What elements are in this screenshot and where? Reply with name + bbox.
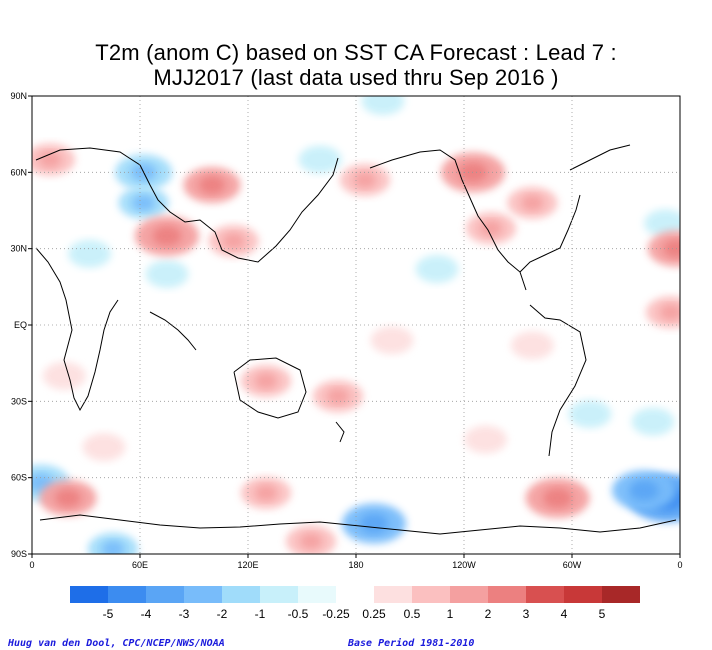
colorbar-swatch-10 [450, 586, 488, 603]
x-tick-label-6: 0 [677, 560, 682, 570]
anomaly-core-18 [199, 176, 225, 195]
colorbar-label-11: 3 [523, 607, 530, 621]
colorbar-label-2: -3 [179, 607, 190, 621]
anomaly-core-33 [55, 489, 81, 508]
y-tick-label-1: 60N [10, 167, 27, 177]
colorbar-label-4: -1 [255, 607, 266, 621]
anomaly-region-7 [644, 209, 680, 238]
credit-author: Huug van den Dool, CPC/NCEP/NWS/NOAA [8, 638, 225, 649]
colorbar-swatch-9 [412, 586, 450, 603]
anomaly-field [32, 96, 680, 554]
colorbar-swatch-2 [146, 586, 184, 603]
colorbar-label-13: 5 [599, 607, 606, 621]
anomaly-region-15 [361, 96, 405, 116]
colorbar-label-3: -2 [217, 607, 228, 621]
anomaly-region-29 [370, 326, 414, 355]
anomaly-core-22 [479, 220, 503, 237]
colorbar-label-12: 4 [561, 607, 568, 621]
anomaly-region-26 [42, 361, 86, 390]
colorbar-swatch-14 [602, 586, 640, 603]
anomaly-region-6 [415, 255, 459, 284]
anomaly-core-20 [353, 171, 377, 188]
anomaly-region-5 [298, 145, 342, 174]
chart-title-line1: T2m (anom C) based on SST CA Forecast : … [95, 40, 617, 65]
grid-lines [32, 96, 680, 554]
x-tick-label-0: 0 [29, 560, 34, 570]
anomaly-region-4 [68, 239, 112, 268]
y-tick-label-2: 30N [10, 244, 27, 254]
colorbar-swatch-0 [70, 586, 108, 603]
y-tick-label-6: 90S [11, 549, 27, 559]
anomaly-core-12 [359, 513, 389, 534]
colorbar-swatch-11 [488, 586, 526, 603]
colorbar-swatch-4 [222, 586, 260, 603]
y-tick-label-3: EQ [14, 320, 27, 330]
anomaly-region-31 [464, 425, 508, 454]
anomaly-region-8 [568, 400, 612, 429]
x-tick-label-5: 60W [563, 560, 582, 570]
anomaly-core-11 [629, 480, 659, 501]
anomaly-core-28 [326, 388, 350, 405]
colorbar-swatch-6 [298, 586, 336, 603]
x-axis: 0 60E 120E 180 120W 60W 0 [29, 554, 683, 570]
x-tick-label-4: 120W [452, 560, 476, 570]
y-tick-label-4: 30S [11, 396, 27, 406]
coastlines [35, 144, 677, 535]
anomaly-region-3 [145, 260, 189, 289]
colorbar-label-0: -5 [103, 607, 114, 621]
colorbar-swatch-1 [108, 586, 146, 603]
colorbar-label-8: 0.5 [404, 607, 421, 621]
colorbar-swatch-13 [564, 586, 602, 603]
credit-base-period: Base Period 1981-2010 [348, 638, 475, 649]
y-tick-label-0: 90N [10, 91, 27, 101]
anomaly-core-25 [659, 304, 680, 321]
anomaly-core-13 [101, 540, 125, 554]
colorbar-label-10: 2 [485, 607, 492, 621]
anomaly-core-2 [132, 194, 155, 211]
anomaly-core-34 [254, 484, 278, 501]
anomaly-core-24 [663, 239, 680, 258]
anomaly-core-36 [299, 533, 323, 550]
x-tick-label-2: 120E [237, 560, 258, 570]
anomaly-core-17 [152, 225, 182, 246]
y-tick-label-5: 60S [11, 473, 27, 483]
anomaly-region-30 [510, 331, 554, 360]
colorbar-label-7: 0.25 [362, 607, 386, 621]
anomaly-core-23 [521, 194, 544, 211]
anomaly-region-9 [631, 407, 675, 436]
colorbar: -5 -4 -3 -2 -1 -0.5 -0.25 0.25 0.5 1 2 3 4 5 [70, 586, 640, 621]
colorbar-swatch-7 [336, 586, 374, 603]
anomaly-core-27 [254, 372, 278, 389]
anomaly-core-35 [543, 488, 572, 509]
anomaly-region-32 [82, 433, 126, 462]
colorbar-swatch-5 [260, 586, 298, 603]
colorbar-label-9: 1 [447, 607, 454, 621]
x-tick-label-1: 60E [132, 560, 148, 570]
colorbar-label-1: -4 [141, 607, 152, 621]
x-tick-label-3: 180 [348, 560, 363, 570]
colorbar-swatch-3 [184, 586, 222, 603]
chart-title-line2: MJJ2017 (last data used thru Sep 2016 ) [153, 65, 559, 90]
anomaly-core-19 [222, 233, 245, 250]
colorbar-label-6: -0.25 [322, 607, 350, 621]
y-axis: 90N 60N 30N EQ 30S 60S 90S [10, 91, 32, 559]
colorbar-swatch-12 [526, 586, 564, 603]
anomaly-core-16 [38, 151, 62, 168]
colorbar-swatch-8 [374, 586, 412, 603]
colorbar-label-5: -0.5 [288, 607, 309, 621]
